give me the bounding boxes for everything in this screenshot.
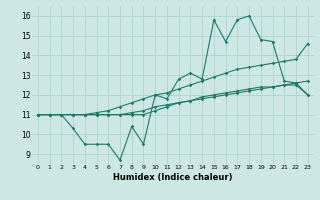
X-axis label: Humidex (Indice chaleur): Humidex (Indice chaleur)	[113, 173, 233, 182]
